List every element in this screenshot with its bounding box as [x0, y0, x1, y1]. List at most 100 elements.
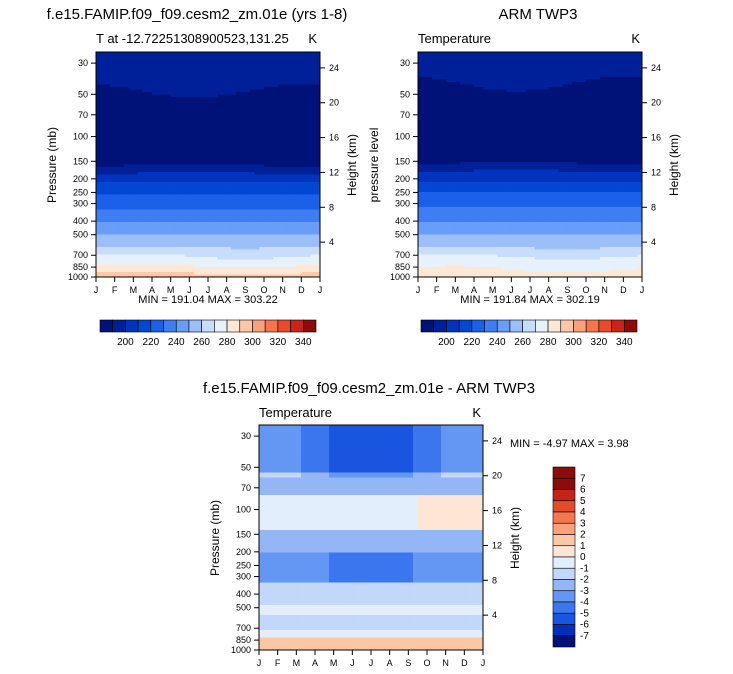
- contour-cell: [287, 182, 293, 185]
- contour-cell: [161, 197, 167, 200]
- contour-cell: [222, 67, 228, 70]
- colorbar-box: [188, 319, 202, 333]
- contour-cell: [497, 54, 503, 58]
- contour-cell: [226, 227, 232, 230]
- contour-cell: [96, 254, 102, 258]
- contour-cell: [128, 187, 134, 190]
- contour-cell: [124, 217, 130, 220]
- contour-cell: [250, 224, 256, 228]
- contour-cell: [273, 77, 279, 80]
- contour-cell: [492, 74, 498, 78]
- contour-cell: [222, 102, 228, 105]
- contour-cell: [194, 127, 200, 130]
- contour-cell: [212, 229, 218, 233]
- contour-cell: [525, 77, 531, 80]
- contour-cell: [110, 162, 116, 165]
- contour-cell: [133, 109, 139, 113]
- contour-cell: [637, 57, 643, 60]
- contour-cell: [156, 162, 162, 165]
- contour-cell: [268, 169, 274, 173]
- contour-cell: [278, 99, 284, 103]
- contour-cell: [138, 237, 144, 240]
- contour-cell: [166, 152, 172, 155]
- contour-cell: [264, 144, 270, 148]
- contour-cell: [124, 249, 130, 253]
- contour-cell: [110, 222, 116, 225]
- contour-cell: [180, 227, 186, 230]
- contour-cell: [133, 272, 139, 275]
- contour-cell: [250, 179, 256, 183]
- contour-cell: [497, 77, 503, 80]
- contour-cell: [296, 119, 302, 123]
- contour-cell: [315, 62, 321, 65]
- contour-cell: [175, 257, 181, 260]
- contour-cell: [142, 207, 148, 210]
- contour-cell: [306, 179, 312, 183]
- contour-cell: [240, 139, 246, 143]
- contour-cell: [147, 197, 153, 200]
- contour-cell: [100, 109, 106, 113]
- contour-cell: [268, 207, 274, 210]
- contour-cell: [138, 94, 144, 98]
- contour-cell: [315, 224, 321, 228]
- contour-cell: [96, 247, 102, 250]
- contour-cell: [273, 94, 279, 98]
- contour-cell: [226, 217, 232, 220]
- contour-cell: [595, 54, 601, 58]
- contour-cell: [310, 119, 316, 123]
- contour-cell: [427, 72, 433, 75]
- contour-cell: [180, 122, 186, 125]
- contour-cell: [184, 229, 190, 233]
- contour-cell: [525, 64, 531, 68]
- contour-cell: [189, 157, 195, 160]
- contour-cell: [138, 52, 144, 55]
- contour-cell: [96, 169, 102, 173]
- contour-cell: [264, 159, 270, 163]
- contour-cell: [212, 217, 218, 220]
- contour-cell: [254, 257, 260, 260]
- contour-cell: [208, 132, 214, 135]
- contour-cell: [128, 189, 134, 193]
- contour-cell: [576, 52, 582, 55]
- contour-cell: [217, 77, 223, 80]
- contour-cell: [530, 59, 536, 63]
- contour-cell: [301, 204, 307, 208]
- contour-cell: [268, 162, 274, 165]
- contour-cell: [245, 152, 251, 155]
- contour-cell: [203, 69, 209, 73]
- contour-cell: [152, 232, 158, 235]
- contour-cell: [231, 249, 237, 253]
- contour-cell: [614, 54, 620, 58]
- contour-cell: [96, 154, 102, 158]
- contour-cell: [161, 52, 167, 55]
- contour-cell: [236, 117, 242, 120]
- contour-cell: [292, 72, 298, 75]
- contour-field: [418, 52, 643, 278]
- contour-cell: [142, 234, 148, 238]
- contour-cell: [464, 74, 470, 78]
- contour-cell: [287, 169, 293, 173]
- contour-cell: [240, 77, 246, 80]
- contour-cell: [114, 59, 120, 63]
- contour-cell: [208, 74, 214, 78]
- contour-cell: [184, 64, 190, 68]
- contour-cell: [128, 84, 134, 88]
- contour-cell: [287, 229, 293, 233]
- contour-cell: [212, 162, 218, 165]
- contour-cell: [100, 154, 106, 158]
- contour-cell: [147, 184, 153, 188]
- contour-cell: [460, 77, 466, 80]
- contour-cell: [236, 207, 242, 210]
- contour-cell: [142, 122, 148, 125]
- contour-cell: [217, 147, 223, 150]
- contour-cell: [203, 54, 209, 58]
- contour-cell: [296, 154, 302, 158]
- contour-cell: [282, 249, 288, 253]
- contour-cell: [586, 72, 592, 75]
- contour-cell: [259, 187, 265, 190]
- contour-cell: [534, 67, 540, 70]
- contour-cell: [142, 222, 148, 225]
- contour-cell: [273, 267, 279, 270]
- contour-cell: [147, 112, 153, 115]
- contour-cell: [292, 74, 298, 78]
